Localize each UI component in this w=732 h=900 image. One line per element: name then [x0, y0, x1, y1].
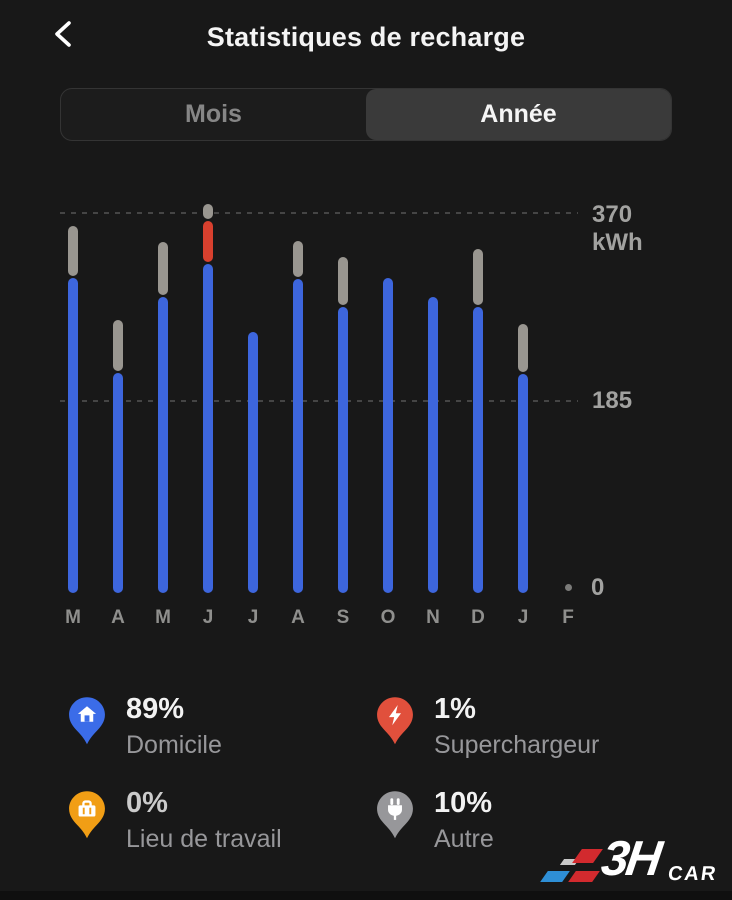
month-label: S — [336, 607, 350, 628]
tab-annee[interactable]: Année — [366, 89, 671, 140]
legend-item-lieu-de-travail: 0% Lieu de travail — [68, 788, 282, 854]
bar-segment — [338, 307, 348, 593]
logo-text-bh: 3H — [598, 832, 663, 886]
legend-percent: 0% — [126, 787, 168, 819]
bar-segment — [293, 279, 303, 593]
chart-bar-A-1[interactable] — [113, 320, 123, 593]
page-title: Statistiques de recharge — [206, 22, 526, 52]
plug-pin-icon — [377, 791, 413, 839]
legend-label: Autre — [434, 825, 494, 854]
legend-percent: 10% — [434, 787, 493, 819]
month-label: A — [111, 607, 125, 628]
bar-segment — [158, 297, 168, 593]
month-label: J — [247, 607, 259, 628]
home-pin-icon — [69, 697, 105, 745]
legend-item-superchargeur: 1% Superchargeur — [376, 694, 599, 760]
logo-stripe — [572, 849, 603, 863]
period-segmented-control: Mois Année — [60, 88, 672, 141]
chart-bar-D-9[interactable] — [473, 249, 483, 593]
lightning-pin-icon — [377, 697, 413, 745]
bar-segment — [473, 307, 483, 593]
logo-stripe — [568, 871, 600, 882]
chart-bar-J-10[interactable] — [518, 324, 528, 593]
chart-bar-A-5[interactable] — [293, 241, 303, 593]
bar-segment — [68, 278, 78, 593]
bar-segment — [113, 320, 123, 371]
bar-segment — [203, 204, 213, 219]
month-label: O — [380, 607, 396, 628]
legend-percent: 89% — [126, 693, 185, 725]
month-label: D — [471, 607, 485, 628]
logo-stripe — [540, 871, 570, 882]
chart-bar-S-6[interactable] — [338, 257, 348, 593]
briefcase-pin-icon — [69, 791, 105, 839]
bottom-edge — [0, 891, 732, 900]
legend-label: Superchargeur — [434, 731, 600, 760]
month-label: M — [65, 607, 81, 628]
y-axis-unit-label: kWh — [592, 229, 643, 256]
bar-segment — [293, 241, 303, 277]
legend-label: Domicile — [126, 731, 222, 760]
gridline-185 — [60, 400, 578, 402]
legend-item-autre: 10% Autre — [376, 788, 494, 854]
bar-segment — [383, 278, 393, 593]
chart-bar-J-3[interactable] — [203, 204, 213, 593]
bar-segment — [68, 226, 78, 276]
chart-bar-O-7[interactable] — [383, 278, 393, 593]
back-button[interactable] — [44, 13, 86, 55]
month-label: F — [562, 607, 574, 628]
bar-segment — [338, 257, 348, 305]
month-label: N — [426, 607, 440, 628]
chart-bar-M-2[interactable] — [158, 242, 168, 593]
bar-segment — [113, 373, 123, 593]
bar-segment — [518, 324, 528, 372]
month-label: J — [202, 607, 214, 628]
y-axis-tick-0: 0 — [591, 574, 605, 601]
bar-segment — [203, 264, 213, 593]
chart-bar-J-4[interactable] — [248, 332, 258, 593]
chevron-left-icon — [55, 21, 71, 47]
chart-bar-M-0[interactable] — [68, 226, 78, 593]
month-label: M — [155, 607, 171, 628]
bar-segment — [203, 221, 213, 262]
y-axis-tick-185: 185 — [592, 387, 633, 414]
charging-bar-chart — [0, 195, 732, 593]
near-zero-dot — [565, 584, 572, 591]
bar-segment — [248, 332, 258, 593]
legend-item-domicile: 89% Domicile — [68, 694, 222, 760]
bhcar-logo: 3H CAR — [538, 832, 726, 892]
y-axis-tick-370: 370 — [592, 201, 633, 228]
logo-text-car: CAR — [666, 863, 719, 885]
bar-segment — [428, 297, 438, 593]
bar-segment — [518, 374, 528, 593]
tab-mois[interactable]: Mois — [185, 100, 242, 128]
legend-percent: 1% — [434, 693, 476, 725]
chart-bar-N-8[interactable] — [428, 297, 438, 593]
gridline-370 — [60, 212, 578, 214]
month-label: J — [517, 607, 529, 628]
legend-label: Lieu de travail — [126, 825, 282, 854]
bar-segment — [158, 242, 168, 295]
bar-segment — [473, 249, 483, 305]
month-label: A — [291, 607, 305, 628]
